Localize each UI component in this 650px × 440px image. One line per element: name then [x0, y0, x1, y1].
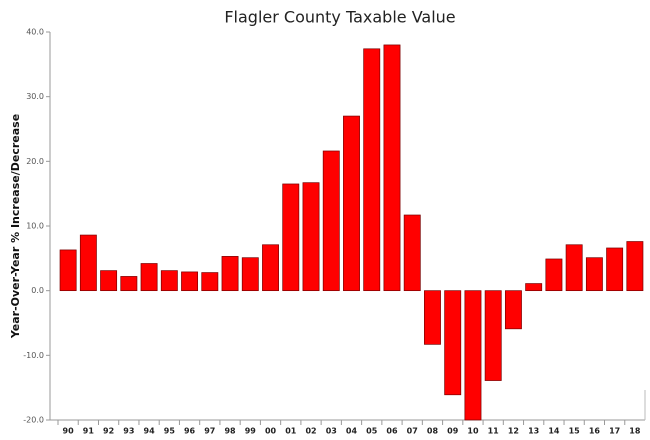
x-tick-label: 97 — [204, 427, 215, 436]
x-tick-label: 92 — [103, 427, 114, 436]
x-tick-label: 94 — [144, 427, 156, 436]
bar — [464, 290, 482, 421]
bar — [262, 244, 279, 292]
bar — [403, 214, 421, 292]
x-tick-label: 96 — [184, 427, 196, 436]
bar — [585, 257, 603, 292]
bar — [484, 290, 502, 381]
y-tick-label: 40.0 — [26, 28, 44, 37]
bar — [100, 270, 118, 292]
chart-title: Flagler County Taxable Value — [224, 8, 455, 27]
x-tick-label: 14 — [548, 427, 560, 436]
bar — [545, 258, 563, 292]
bar — [181, 271, 199, 292]
x-tick-label: 04 — [346, 427, 358, 436]
x-tick-label: 01 — [285, 427, 297, 436]
x-tick-label: 11 — [488, 427, 500, 436]
x-tick-label: 17 — [609, 427, 620, 436]
bar — [525, 283, 543, 292]
x-tick-label: 13 — [528, 427, 539, 436]
x-tick-label: 07 — [407, 427, 418, 436]
x-tick-label: 03 — [326, 427, 337, 436]
x-tick-label: 10 — [467, 427, 479, 436]
y-tick-label: 0.0 — [31, 286, 44, 295]
bar — [120, 276, 138, 292]
x-tick-label: 12 — [508, 427, 519, 436]
y-tick-label: -10.0 — [23, 351, 44, 360]
x-tick-label: 16 — [589, 427, 601, 436]
bar — [504, 290, 522, 330]
x-tick-label: 93 — [123, 427, 134, 436]
x-tick-label: 06 — [386, 427, 398, 436]
y-tick-label: 30.0 — [26, 92, 44, 101]
bar — [383, 44, 401, 292]
bar — [221, 256, 239, 292]
bar — [626, 241, 644, 292]
x-tick-label: 09 — [447, 427, 459, 436]
bar — [363, 48, 381, 292]
bar — [424, 290, 441, 345]
x-tick-label: 95 — [164, 427, 176, 436]
bar — [343, 115, 360, 292]
x-tick-label: 90 — [63, 427, 75, 436]
bar — [140, 263, 158, 292]
x-tick-label: 08 — [427, 427, 439, 436]
y-tick-label: 20.0 — [26, 157, 44, 166]
x-tick-label: 00 — [265, 427, 277, 436]
x-tick-label: 02 — [305, 427, 316, 436]
bar — [606, 247, 624, 292]
bar — [160, 270, 178, 292]
x-tick-label: 98 — [224, 427, 236, 436]
bar — [565, 244, 583, 292]
x-tick-label: 05 — [366, 427, 378, 436]
bar — [444, 290, 462, 396]
x-tick-label: 91 — [83, 427, 95, 436]
y-axis-label: Year-Over-Year % Increase/Decrease — [9, 114, 22, 339]
bar — [79, 234, 97, 292]
x-tick-label: 15 — [569, 427, 581, 436]
bar — [201, 272, 219, 292]
y-tick-label: -20.0 — [23, 416, 44, 425]
bar — [241, 257, 259, 292]
x-tick-label: 18 — [629, 427, 641, 436]
bar — [282, 183, 300, 292]
x-tick-label: 99 — [245, 427, 257, 436]
y-tick-label: 10.0 — [26, 222, 44, 231]
bar — [59, 249, 77, 292]
bar — [302, 182, 320, 292]
bar — [322, 150, 340, 292]
